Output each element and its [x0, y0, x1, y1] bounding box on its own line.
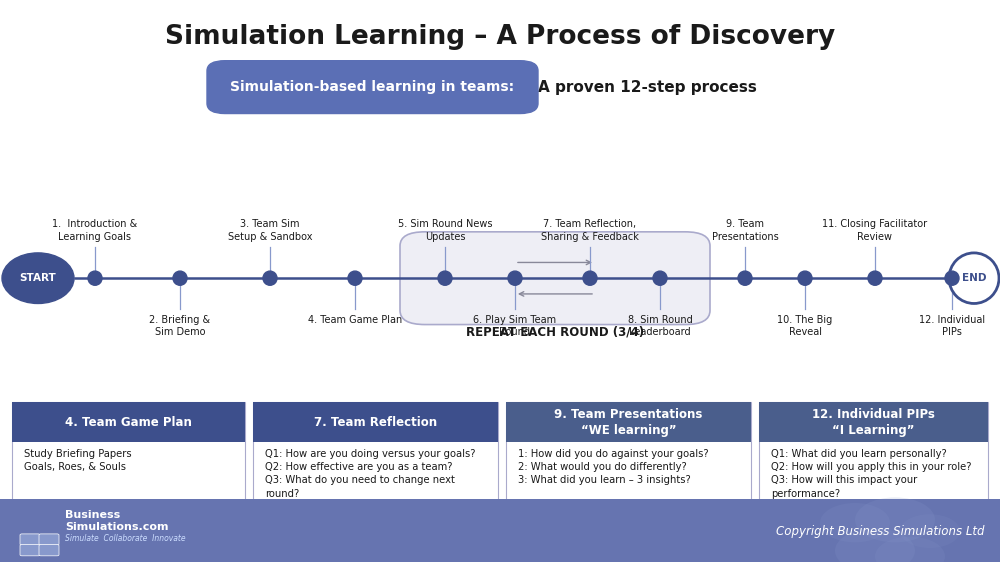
FancyBboxPatch shape	[20, 545, 40, 556]
FancyBboxPatch shape	[400, 232, 710, 325]
Text: 5. Sim Round News
Updates: 5. Sim Round News Updates	[398, 219, 492, 242]
Text: 3. Team Sim
Setup & Sandbox: 3. Team Sim Setup & Sandbox	[228, 219, 312, 242]
Circle shape	[900, 514, 960, 548]
Ellipse shape	[2, 253, 74, 303]
Text: Simulation-based learning in teams:: Simulation-based learning in teams:	[230, 80, 515, 94]
Text: Q1: What did you learn personally?
Q2: How will you apply this in your role?
Q3:: Q1: What did you learn personally? Q2: H…	[771, 449, 972, 498]
FancyBboxPatch shape	[39, 545, 59, 556]
Text: 7. Team Reflection,
Sharing & Feedback: 7. Team Reflection, Sharing & Feedback	[541, 219, 639, 242]
Text: Copyright Business Simulations Ltd: Copyright Business Simulations Ltd	[776, 524, 985, 538]
Ellipse shape	[868, 271, 882, 285]
Text: 6. Play Sim Team
Round: 6. Play Sim Team Round	[473, 315, 557, 337]
FancyBboxPatch shape	[0, 499, 1000, 562]
Text: Simulations.com: Simulations.com	[65, 522, 168, 532]
Ellipse shape	[798, 271, 812, 285]
Ellipse shape	[738, 271, 752, 285]
Text: END: END	[962, 273, 986, 283]
Text: START: START	[20, 273, 56, 283]
Text: Business: Business	[65, 510, 120, 520]
Ellipse shape	[583, 271, 597, 285]
FancyBboxPatch shape	[12, 402, 245, 514]
Text: 12. Individual
PIPs: 12. Individual PIPs	[919, 315, 985, 337]
Circle shape	[820, 503, 890, 542]
Text: 8. Sim Round
Leaderboard: 8. Sim Round Leaderboard	[628, 315, 692, 337]
Text: Last Update: 27 October 2020: Last Update: 27 October 2020	[12, 519, 169, 529]
Text: A proven 12-step process: A proven 12-step process	[538, 80, 757, 94]
Text: 9. Team Presentations
“WE learning”: 9. Team Presentations “WE learning”	[554, 407, 703, 437]
FancyBboxPatch shape	[207, 61, 538, 114]
Text: 10. The Big
Reveal: 10. The Big Reveal	[777, 315, 833, 337]
Ellipse shape	[348, 271, 362, 285]
Text: 1: How did you do against your goals?
2: What would you do differently?
3: What : 1: How did you do against your goals? 2:…	[518, 449, 709, 486]
FancyBboxPatch shape	[253, 402, 498, 442]
Text: 11. Closing Facilitator
Review: 11. Closing Facilitator Review	[822, 219, 928, 242]
FancyBboxPatch shape	[759, 402, 988, 514]
Circle shape	[875, 537, 945, 562]
FancyBboxPatch shape	[12, 402, 245, 442]
Text: 2. Briefing &
Sim Demo: 2. Briefing & Sim Demo	[149, 315, 211, 337]
Ellipse shape	[945, 271, 959, 285]
Text: 4. Team Game Plan: 4. Team Game Plan	[65, 415, 192, 429]
Ellipse shape	[263, 271, 277, 285]
Circle shape	[835, 528, 915, 562]
Text: Simulate  Collaborate  Innovate: Simulate Collaborate Innovate	[65, 534, 186, 543]
Text: Simulation Learning – A Process of Discovery: Simulation Learning – A Process of Disco…	[165, 24, 835, 49]
Ellipse shape	[949, 253, 999, 303]
FancyBboxPatch shape	[253, 402, 498, 514]
Ellipse shape	[438, 271, 452, 285]
Text: 12. Individual PIPs
“I Learning”: 12. Individual PIPs “I Learning”	[812, 407, 935, 437]
Text: 9. Team
Presentations: 9. Team Presentations	[712, 219, 778, 242]
Ellipse shape	[653, 271, 667, 285]
Text: 1.  Introduction &
Learning Goals: 1. Introduction & Learning Goals	[52, 219, 138, 242]
FancyBboxPatch shape	[506, 402, 751, 442]
Ellipse shape	[88, 271, 102, 285]
Text: 7. Team Reflection: 7. Team Reflection	[314, 415, 437, 429]
FancyBboxPatch shape	[506, 402, 751, 514]
Circle shape	[855, 497, 935, 542]
Text: REPEAT EACH ROUND (3/4): REPEAT EACH ROUND (3/4)	[466, 325, 644, 338]
Ellipse shape	[173, 271, 187, 285]
Text: Q1: How are you doing versus your goals?
Q2: How effective are you as a team?
Q3: Q1: How are you doing versus your goals?…	[265, 449, 476, 498]
Ellipse shape	[508, 271, 522, 285]
FancyBboxPatch shape	[759, 402, 988, 442]
Text: Study Briefing Papers
Goals, Roes, & Souls: Study Briefing Papers Goals, Roes, & Sou…	[24, 449, 132, 472]
FancyBboxPatch shape	[20, 534, 40, 545]
FancyBboxPatch shape	[39, 534, 59, 545]
Text: 4. Team Game Plan: 4. Team Game Plan	[308, 315, 402, 325]
